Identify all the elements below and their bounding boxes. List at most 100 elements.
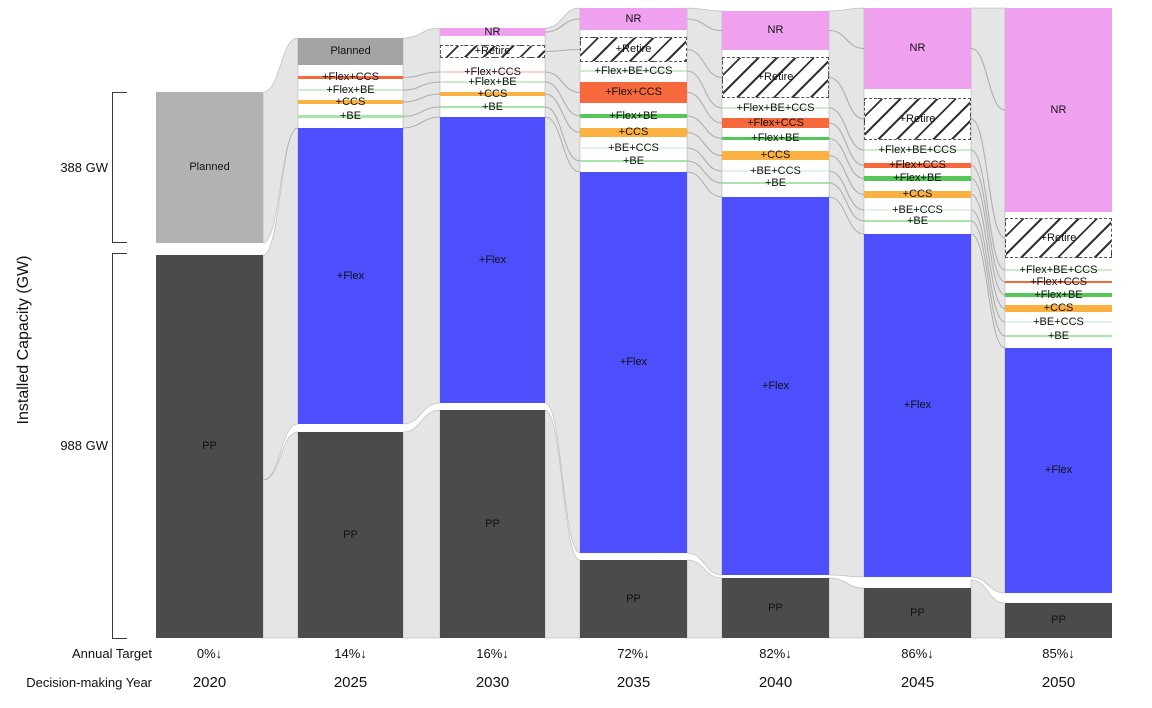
flow-ribbon [544,409,581,639]
segment-flex_be: +Flex+BE [580,110,687,121]
segment-retire: +Retire [722,57,829,98]
segment-label: +Flex [619,356,648,368]
flow-line-be [544,106,581,162]
segment-label: +Flex+CCS [889,159,946,171]
column-2050: NR +Retire +Flex+BE+CCS +Flex+CCS +Flex+BE +C… [1005,0,1112,708]
flow-line-be [828,182,865,222]
segment-flex: +Flex [864,234,971,577]
segment-be: +BE [722,177,829,188]
flow-ribbon [970,579,1006,639]
segment-flex: +Flex [1005,348,1112,593]
segment-label: PP [768,601,783,614]
column-2045: NR +Retire +Flex+BE+CCS +Flex+CCS +Flex+BE +C… [864,0,971,708]
segment-label: +Flex [336,269,365,282]
annual-target-caption: Annual Target [72,646,152,661]
segment-retire: +Retire [1005,218,1112,258]
capacity-bracket-label: 388 GW [60,159,108,175]
segment-label: PP [343,528,358,541]
segment-label: +CCS [618,126,649,138]
segment-flex_ccs: +Flex+CCS [298,72,403,83]
flow-line-be_ccs [970,209,1006,323]
flow-line-be [686,160,723,184]
flow-line-flex_be [828,137,865,180]
flow-line-retire [970,118,1006,239]
segment-pp: PP [1005,603,1112,638]
flow-ribbon [402,409,441,639]
segment-label: Planned [189,161,230,173]
flow-line-flex_be_ccs [970,149,1006,271]
segment-ccs: +CCS [864,188,971,200]
flow-line-ccs [828,154,865,196]
flow-line-flex_be [544,81,581,117]
segment-flex_be: +Flex+BE [1005,289,1112,300]
segment-flex_be_ccs: +Flex+BE+CCS [722,102,829,113]
y-axis-title: Installed Capacity (GW) [15,255,32,425]
segment-label: NR [625,12,642,25]
flow-line-nr [544,18,581,33]
segment-pp: PP [864,588,971,638]
segment-be_ccs: +BE+CCS [722,165,829,176]
segment-flex_ccs: +Flex+CCS [580,82,687,103]
annual-target-value: 14%↓ [334,646,367,661]
segment-label: +Flex+CCS [1030,275,1087,288]
segment-label: +Flex [761,379,790,392]
segment-label: PP [910,606,925,619]
year-value: 2025 [333,674,368,691]
segment-pp: PP [722,578,829,638]
annual-target-value: 16%↓ [476,646,509,661]
segment-be: +BE [1005,330,1112,341]
annual-target-value: 86%↓ [901,646,934,661]
segment-label: NR [1050,103,1067,116]
segment-label: +Retire [1040,231,1077,244]
flow-line-flex_be [402,81,441,91]
segment-retire: +Retire [440,45,545,58]
segment-label: Planned [330,45,371,57]
segment-pp: PP [298,432,403,638]
segment-be_ccs: +BE+CCS [580,142,687,153]
column-2020: Planned PP [156,0,263,708]
flow-line-be [402,106,441,118]
segment-pp: PP [156,255,263,638]
segment-label: +BE+CCS [892,203,943,216]
flow-line-nr [970,47,1006,111]
segment-nr: NR [722,11,829,50]
year-value: 2030 [475,674,510,691]
flow-line-flex_be_ccs [828,107,865,151]
flow-ribbon [262,127,299,481]
segment-label: +BE [622,154,645,167]
segment-label: +Flex+BE [751,132,800,144]
segment-ccs: +CCS [298,96,403,107]
flow-line-be_ccs [828,170,865,211]
segment-ccs: +CCS [580,126,687,138]
segment-label: +Flex+BE+CCS [878,143,957,156]
segment-pp: PP [440,410,545,638]
segment-nr: NR [864,8,971,89]
segment-label: +Flex+BE+CCS [594,64,673,77]
segment-label: NR [484,25,501,38]
segment-nr: NR [580,8,687,30]
segment-label: +Retire [899,112,936,125]
segment-flex: +Flex [722,197,829,575]
flow-line-retire [686,48,723,79]
flow-line-ccs [686,131,723,157]
segment-retire: +Retire [580,37,687,62]
segment-label: +CCS [902,188,933,200]
segment-flex: +Flex [298,128,403,424]
segment-label: +Flex+CCS [464,65,521,78]
segment-label: +BE+CCS [1033,315,1084,328]
annual-target-value: 0%↓ [196,646,223,661]
flow-line-flex_ccs [402,71,441,79]
segment-be_ccs: +BE+CCS [1005,316,1112,327]
segment-label: +Flex [903,399,932,411]
column-2025: Planned +Flex+CCS +Flex+BE +CCS +BE +Flex PP [298,0,403,708]
column-2040: NR +Retire +Flex+BE+CCS +Flex+CCS +Flex+BE +C… [722,0,829,708]
column-2035: NR +Retire +Flex+BE+CCS +Flex+CCS +Flex+BE +C… [580,0,687,708]
segment-flex_ccs: +Flex+CCS [864,159,971,171]
segment-label: +Retire [615,43,652,55]
year-value: 2045 [900,674,935,691]
segment-label: +Flex [478,253,507,266]
annual-target-value: 85%↓ [1042,646,1075,661]
segment-label: +Flex+CCS [322,71,379,83]
